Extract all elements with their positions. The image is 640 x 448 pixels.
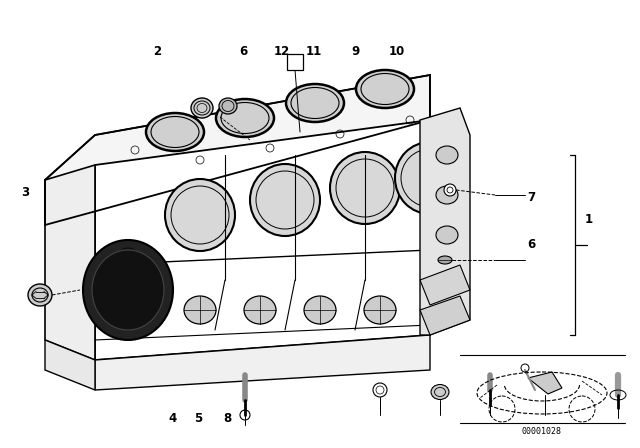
Ellipse shape [92,250,164,330]
Text: 3: 3 [22,186,29,199]
Ellipse shape [304,296,336,324]
Ellipse shape [438,256,452,264]
Text: 11: 11 [305,45,322,58]
Ellipse shape [330,152,400,224]
Text: 7: 7 [527,190,535,204]
Polygon shape [420,265,470,305]
Text: 6: 6 [239,45,247,58]
Text: 8: 8 [223,412,231,426]
Ellipse shape [219,98,237,114]
Polygon shape [420,108,470,335]
Text: 00001028: 00001028 [522,426,562,435]
Text: 6: 6 [527,237,535,251]
Polygon shape [45,340,95,390]
Text: 9: 9 [351,45,359,58]
Text: 4: 4 [169,412,177,426]
Text: 10: 10 [388,45,405,58]
Ellipse shape [436,186,458,204]
Polygon shape [45,165,95,360]
Text: 5: 5 [195,412,202,426]
Ellipse shape [286,84,344,122]
Ellipse shape [395,142,465,214]
Ellipse shape [28,284,52,306]
Ellipse shape [356,70,414,108]
Polygon shape [420,296,470,335]
Ellipse shape [83,240,173,340]
Ellipse shape [364,296,396,324]
Ellipse shape [436,146,458,164]
Text: 12: 12 [273,45,290,58]
Circle shape [444,184,456,196]
Text: 1: 1 [585,213,593,226]
Ellipse shape [216,99,274,137]
Ellipse shape [146,113,204,151]
Ellipse shape [431,384,449,400]
Ellipse shape [436,226,458,244]
Ellipse shape [165,179,235,251]
Ellipse shape [191,98,213,118]
Ellipse shape [250,164,320,236]
Polygon shape [45,75,430,225]
Text: 2: 2 [153,45,161,58]
FancyBboxPatch shape [287,54,303,70]
Ellipse shape [244,296,276,324]
Polygon shape [95,120,430,360]
Polygon shape [95,335,430,390]
Ellipse shape [184,296,216,324]
Polygon shape [528,372,562,394]
